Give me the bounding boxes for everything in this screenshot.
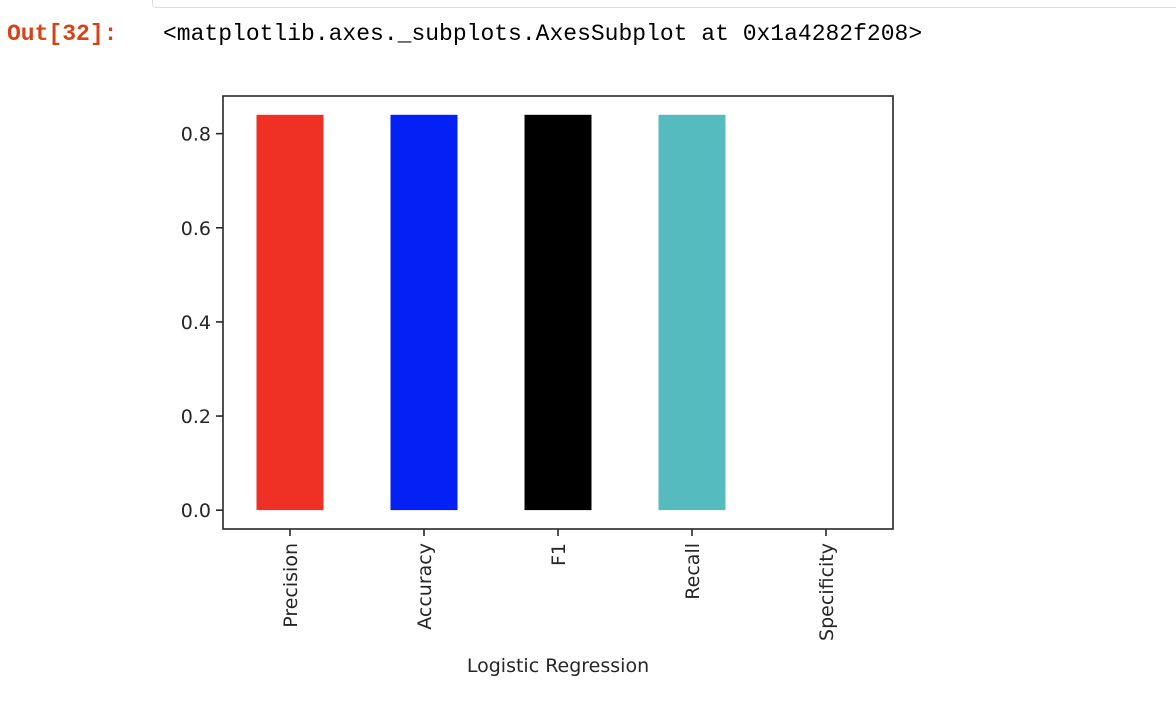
y-tick-label: 0.8 (181, 124, 211, 146)
x-tick-label-recall: Recall (682, 543, 704, 600)
y-tick-label: 0.6 (181, 218, 211, 240)
bar-accuracy (390, 114, 458, 511)
x-axis-label: Logistic Regression (467, 655, 649, 677)
bar-recall (658, 114, 726, 511)
y-axis: 0.0 0.2 0.4 0.6 0.8 (181, 124, 223, 522)
y-tick-label: 0.0 (181, 500, 211, 522)
y-tick-label: 0.4 (181, 312, 211, 334)
x-tick-label-precision: Precision (280, 543, 302, 628)
bars-group (256, 114, 726, 511)
bar-precision (256, 114, 324, 511)
cell-top-border (152, 0, 1176, 8)
output-prompt: Out[32]: (7, 21, 118, 47)
y-tick-label: 0.2 (181, 406, 211, 428)
output-text: <matplotlib.axes._subplots.AxesSubplot a… (163, 21, 923, 47)
x-tick-label-f1: F1 (548, 543, 570, 566)
x-axis: Precision Accuracy F1 Recall Specificity (280, 529, 838, 641)
x-tick-label-accuracy: Accuracy (414, 543, 436, 630)
bar-f1 (524, 114, 592, 511)
x-tick-label-specificity: Specificity (816, 543, 838, 641)
